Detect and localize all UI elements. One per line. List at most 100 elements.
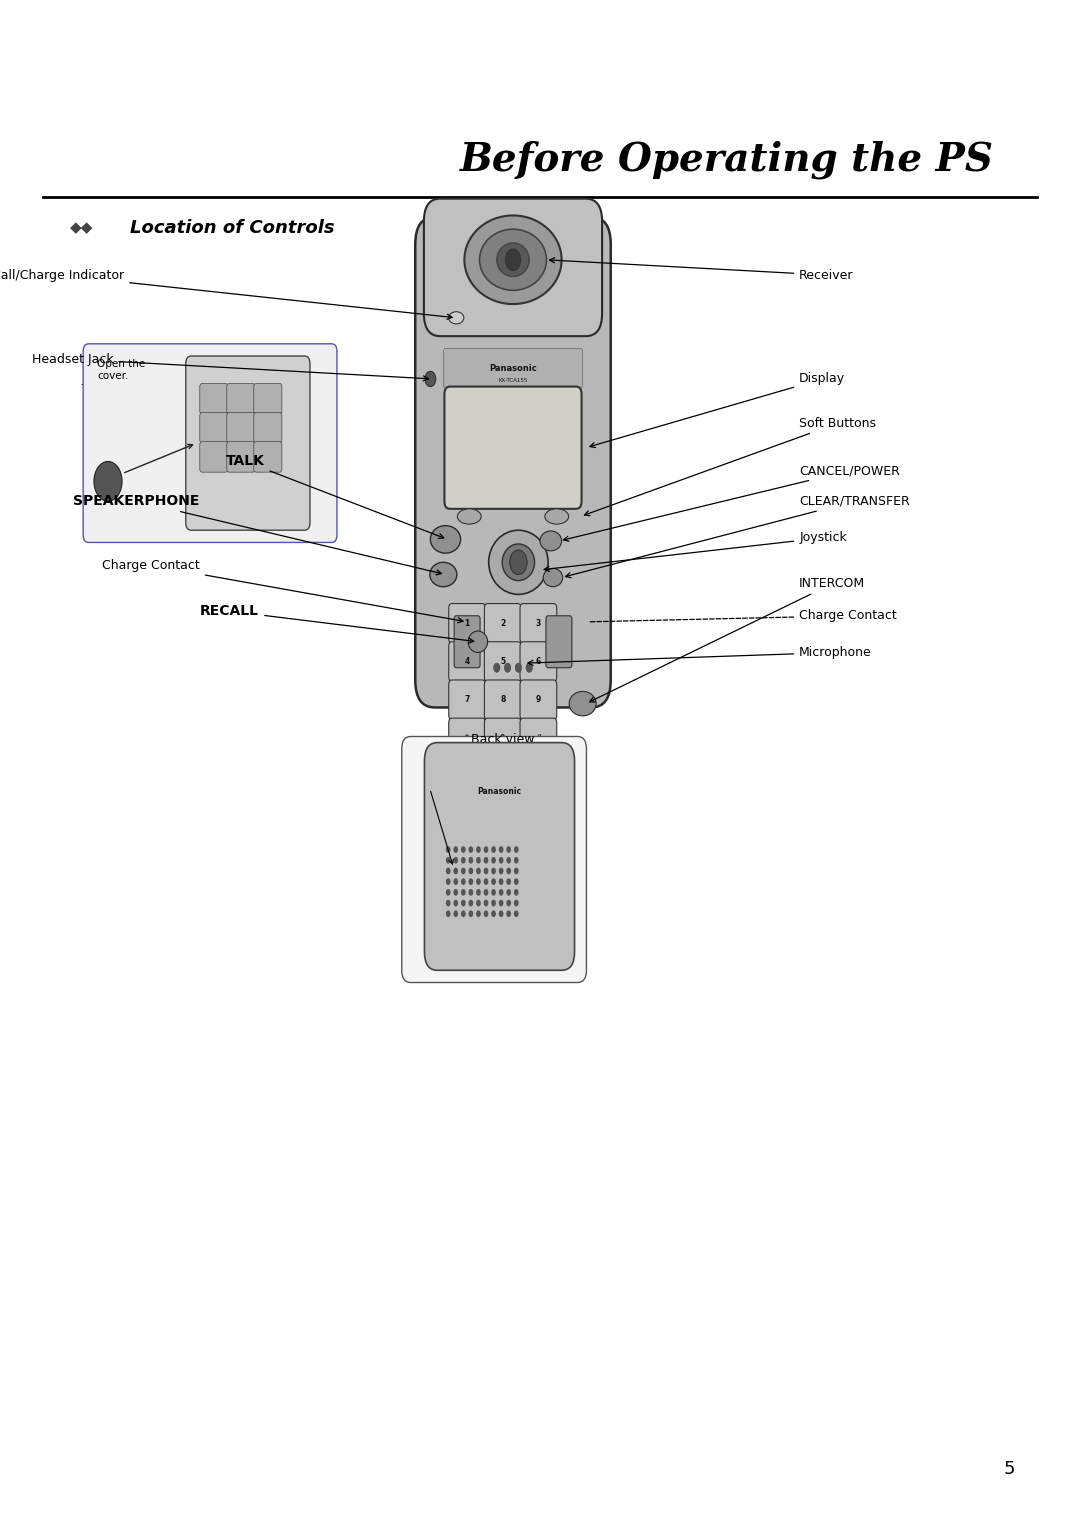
Circle shape (446, 911, 450, 917)
Circle shape (515, 663, 522, 672)
Text: ◆◆: ◆◆ (70, 220, 94, 235)
Circle shape (446, 857, 450, 863)
Circle shape (454, 847, 458, 853)
FancyBboxPatch shape (423, 199, 602, 336)
Ellipse shape (569, 692, 596, 717)
Ellipse shape (430, 562, 457, 587)
Circle shape (469, 868, 473, 874)
Circle shape (446, 889, 450, 895)
Circle shape (514, 847, 518, 853)
Text: 0: 0 (500, 733, 505, 743)
Circle shape (469, 879, 473, 885)
Text: INTERCOM: INTERCOM (590, 578, 865, 701)
Text: Back view: Back view (471, 732, 535, 746)
FancyBboxPatch shape (521, 604, 557, 643)
FancyBboxPatch shape (200, 384, 228, 414)
Ellipse shape (480, 229, 546, 290)
Text: RECALL: RECALL (200, 604, 474, 643)
Text: TALK: TALK (226, 454, 444, 538)
FancyBboxPatch shape (521, 642, 557, 681)
FancyBboxPatch shape (484, 642, 522, 681)
FancyBboxPatch shape (227, 442, 255, 472)
FancyBboxPatch shape (424, 743, 575, 970)
Text: Speaker: Speaker (451, 764, 503, 778)
Circle shape (461, 900, 465, 906)
Text: Display: Display (590, 373, 846, 448)
Ellipse shape (458, 509, 482, 524)
Text: Open the
cover.: Open the cover. (97, 359, 146, 380)
FancyBboxPatch shape (200, 442, 228, 472)
Circle shape (476, 857, 481, 863)
Text: *: * (465, 733, 469, 743)
FancyBboxPatch shape (227, 384, 255, 414)
FancyBboxPatch shape (415, 217, 610, 707)
Text: SPEAKERPHONE: SPEAKERPHONE (73, 494, 442, 575)
Circle shape (507, 879, 511, 885)
Circle shape (461, 879, 465, 885)
Ellipse shape (430, 526, 461, 553)
Circle shape (469, 911, 473, 917)
Ellipse shape (449, 312, 464, 324)
Circle shape (454, 868, 458, 874)
FancyBboxPatch shape (449, 642, 486, 681)
Circle shape (476, 847, 481, 853)
Circle shape (484, 900, 488, 906)
Circle shape (469, 847, 473, 853)
Text: Charge Contact: Charge Contact (589, 610, 897, 622)
Circle shape (476, 911, 481, 917)
Text: Call/Charge Indicator: Call/Charge Indicator (0, 269, 453, 319)
Circle shape (446, 847, 450, 853)
FancyBboxPatch shape (449, 680, 486, 720)
Circle shape (507, 911, 511, 917)
Circle shape (484, 879, 488, 885)
Circle shape (514, 857, 518, 863)
Text: 7: 7 (464, 695, 470, 704)
Circle shape (491, 900, 496, 906)
FancyBboxPatch shape (254, 384, 282, 414)
Ellipse shape (464, 215, 562, 304)
FancyBboxPatch shape (443, 348, 583, 388)
FancyBboxPatch shape (402, 736, 586, 983)
Circle shape (507, 857, 511, 863)
Text: Panasonic: Panasonic (489, 364, 537, 373)
Circle shape (461, 889, 465, 895)
Circle shape (476, 889, 481, 895)
Circle shape (484, 857, 488, 863)
Circle shape (484, 868, 488, 874)
Circle shape (504, 663, 511, 672)
Text: Microphone: Microphone (528, 646, 872, 665)
Circle shape (476, 879, 481, 885)
Circle shape (491, 911, 496, 917)
FancyBboxPatch shape (454, 616, 480, 668)
Circle shape (461, 847, 465, 853)
Circle shape (484, 847, 488, 853)
Ellipse shape (543, 568, 563, 587)
Ellipse shape (545, 509, 569, 524)
Circle shape (526, 663, 532, 672)
Ellipse shape (488, 530, 549, 594)
Text: KX-TCA155: KX-TCA155 (498, 377, 528, 384)
Text: 5: 5 (1003, 1459, 1015, 1478)
Text: 9: 9 (536, 695, 541, 704)
FancyBboxPatch shape (449, 718, 486, 758)
Circle shape (491, 847, 496, 853)
Circle shape (476, 900, 481, 906)
Circle shape (499, 889, 503, 895)
Text: 1: 1 (464, 619, 470, 628)
Circle shape (499, 857, 503, 863)
Text: CLEAR/TRANSFER: CLEAR/TRANSFER (566, 495, 910, 578)
Text: Panasonic: Panasonic (477, 787, 522, 796)
Circle shape (491, 889, 496, 895)
Ellipse shape (468, 631, 487, 652)
Text: 5: 5 (500, 657, 505, 666)
FancyBboxPatch shape (484, 680, 522, 720)
Text: 4: 4 (464, 657, 470, 666)
Circle shape (461, 868, 465, 874)
Circle shape (510, 550, 527, 575)
Text: –The headset is an
  option.
  Please use only the
  Panasonic KX-TCA89
  headse: –The headset is an option. Please use on… (81, 379, 201, 442)
Text: #: # (536, 733, 541, 743)
Circle shape (446, 900, 450, 906)
Text: Receiver: Receiver (550, 258, 853, 281)
Circle shape (454, 857, 458, 863)
Ellipse shape (502, 544, 535, 581)
